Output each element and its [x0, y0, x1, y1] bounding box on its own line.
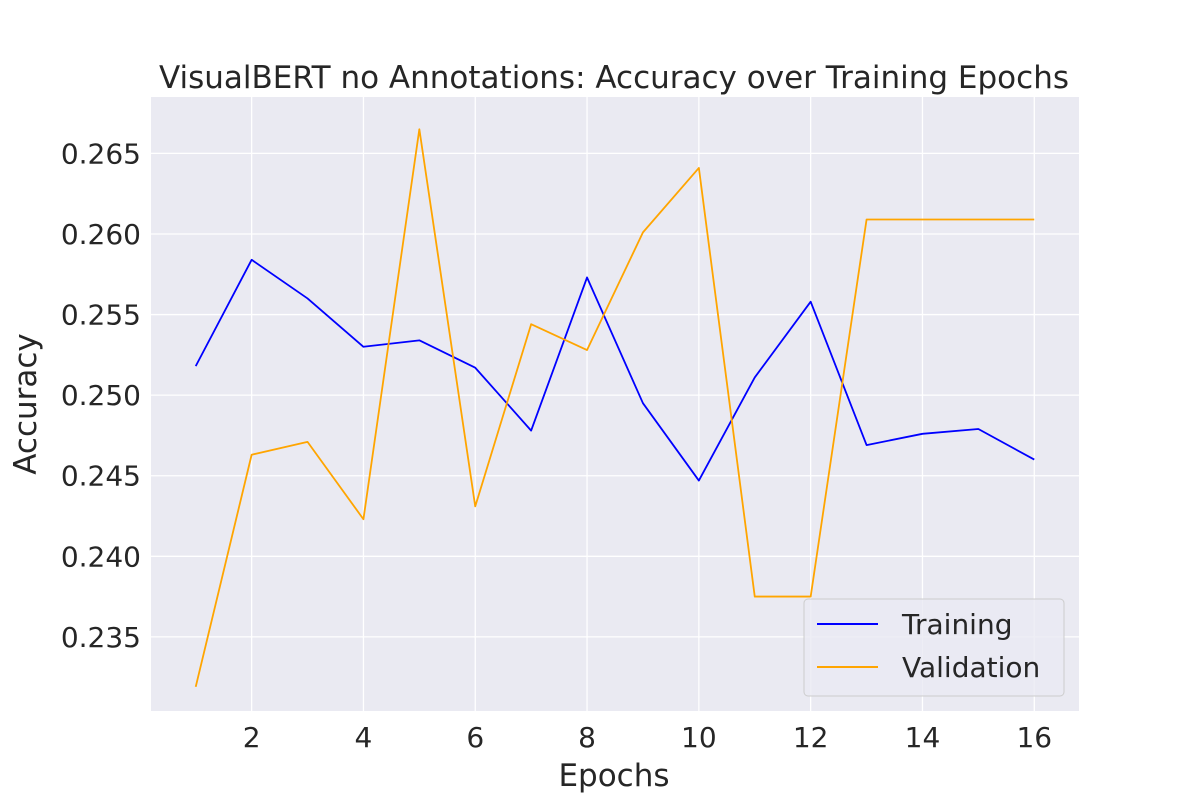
- x-axis-ticks: 2 4 6 8 10 12 14 16: [243, 721, 1052, 754]
- x-tick-label: 6: [466, 721, 484, 754]
- x-tick-label: 10: [681, 721, 717, 754]
- x-axis-label: Epochs: [558, 758, 669, 794]
- x-tick-label: 12: [793, 721, 829, 754]
- x-tick-label: 16: [1016, 721, 1052, 754]
- y-axis-label: Accuracy: [8, 333, 44, 475]
- x-tick-label: 2: [243, 721, 261, 754]
- series-line-validation: [194, 128, 1035, 688]
- legend-label-validation: Validation: [902, 651, 1040, 684]
- legend: Training Validation: [803, 598, 1065, 697]
- y-axis-ticks: 0.235 0.240 0.245 0.250 0.255 0.260 0.265: [61, 137, 141, 653]
- y-tick-label: 0.265: [61, 137, 141, 170]
- x-tick-label: 14: [905, 721, 941, 754]
- series-line-training: [194, 258, 1035, 482]
- series-lines: [194, 128, 1035, 688]
- y-tick-label: 0.255: [61, 299, 141, 332]
- y-tick-label: 0.250: [61, 379, 141, 412]
- x-tick-label: 4: [355, 721, 373, 754]
- grid-lines: [151, 97, 1079, 711]
- y-tick-label: 0.240: [61, 540, 141, 573]
- y-tick-label: 0.245: [61, 460, 141, 493]
- x-tick-label: 8: [578, 721, 596, 754]
- y-tick-label: 0.235: [61, 621, 141, 654]
- chart-title: VisualBERT no Annotations: Accuracy over…: [159, 60, 1069, 96]
- legend-label-training: Training: [901, 608, 1012, 641]
- y-tick-label: 0.260: [61, 218, 141, 251]
